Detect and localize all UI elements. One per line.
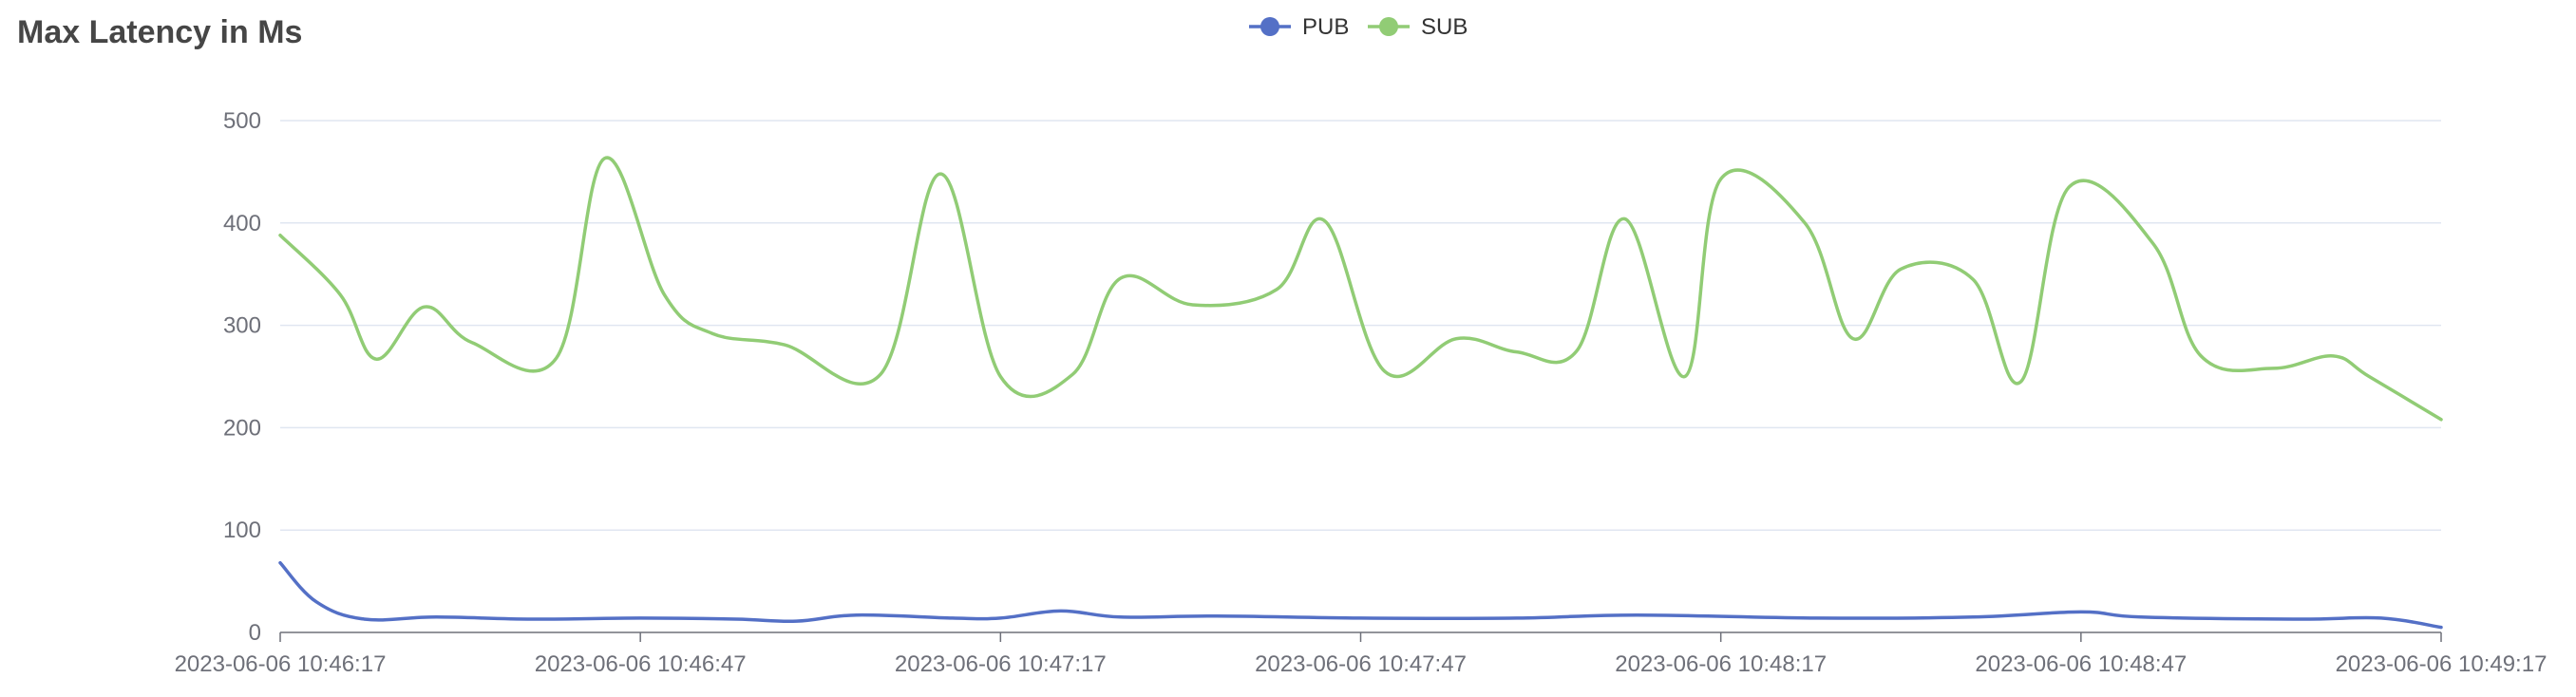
series-line-sub[interactable] — [278, 156, 2443, 422]
series-line-pub[interactable] — [278, 560, 2443, 630]
legend-label: PUB — [1302, 14, 1349, 40]
x-tick-label: 2023-06-06 10:49:17 — [2336, 651, 2548, 677]
y-tick-label: 200 — [223, 415, 261, 441]
y-tick-label: 100 — [223, 518, 261, 543]
x-tick-label: 2023-06-06 10:47:17 — [895, 651, 1107, 677]
legend-item-sub[interactable]: SUB — [1368, 14, 1468, 40]
grid-lines — [280, 120, 2441, 531]
x-tick-label: 2023-06-06 10:46:17 — [175, 651, 387, 677]
x-tick-label: 2023-06-06 10:48:17 — [1615, 651, 1827, 677]
legend-label: SUB — [1421, 14, 1468, 40]
legend-marker-icon — [1379, 17, 1398, 36]
x-tick-label: 2023-06-06 10:47:47 — [1255, 651, 1467, 677]
legend[interactable]: PUB SUB — [1249, 14, 1468, 40]
axes: 0 100 200 300 400 500 2023-06-06 10:46:17 2023-… — [175, 108, 2548, 677]
x-tick-label: 2023-06-06 10:48:47 — [1975, 651, 2187, 677]
series-lines — [278, 156, 2443, 630]
y-tick-label: 400 — [223, 211, 261, 236]
legend-marker-icon — [1260, 17, 1279, 36]
x-tick-label: 2023-06-06 10:46:47 — [535, 651, 747, 677]
y-tick-label: 500 — [223, 108, 261, 134]
legend-item-pub[interactable]: PUB — [1249, 14, 1349, 40]
chart-title: Max Latency in Ms — [17, 14, 303, 50]
y-tick-label: 300 — [223, 313, 261, 339]
y-tick-label: 0 — [249, 620, 261, 646]
